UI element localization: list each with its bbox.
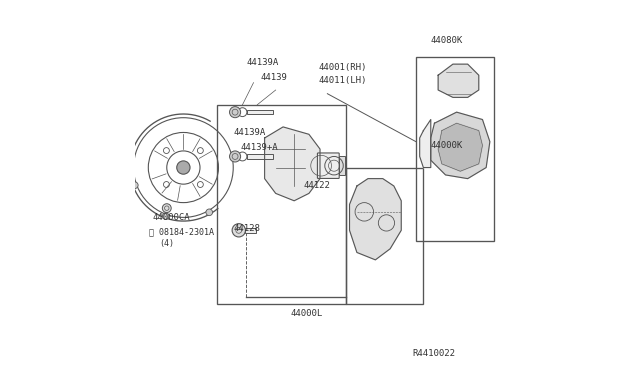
Circle shape bbox=[230, 151, 241, 162]
FancyBboxPatch shape bbox=[317, 153, 339, 179]
Text: Ⓑ 08184-2301A: Ⓑ 08184-2301A bbox=[149, 228, 214, 237]
Bar bbox=[346, 167, 424, 304]
Polygon shape bbox=[438, 123, 483, 171]
Text: 44139+A: 44139+A bbox=[241, 143, 278, 152]
Circle shape bbox=[232, 224, 245, 237]
Circle shape bbox=[163, 204, 172, 212]
Bar bbox=[247, 154, 273, 159]
Circle shape bbox=[230, 107, 241, 118]
Text: 44139A: 44139A bbox=[246, 58, 278, 67]
Circle shape bbox=[206, 209, 212, 216]
Text: 44139A: 44139A bbox=[233, 128, 266, 137]
Text: R4410022: R4410022 bbox=[412, 350, 455, 359]
Text: 44001(RH): 44001(RH) bbox=[318, 63, 367, 72]
Text: 44000CA: 44000CA bbox=[152, 213, 189, 222]
Text: (4): (4) bbox=[159, 239, 174, 248]
Polygon shape bbox=[349, 179, 401, 260]
Circle shape bbox=[177, 161, 190, 174]
Bar bbox=[416, 57, 493, 241]
Text: 44128: 44128 bbox=[233, 224, 260, 233]
Text: 44080K: 44080K bbox=[431, 36, 463, 45]
Bar bbox=[216, 105, 346, 304]
Bar bbox=[339, 157, 345, 175]
Bar bbox=[245, 228, 257, 233]
Text: 44122: 44122 bbox=[303, 182, 330, 190]
Polygon shape bbox=[264, 127, 320, 201]
Polygon shape bbox=[438, 64, 479, 97]
Bar bbox=[247, 110, 273, 114]
Circle shape bbox=[131, 182, 138, 189]
Text: 44000L: 44000L bbox=[291, 309, 323, 318]
Polygon shape bbox=[420, 119, 431, 167]
Text: 44011(LH): 44011(LH) bbox=[318, 76, 367, 85]
Text: 44139: 44139 bbox=[261, 73, 288, 81]
Circle shape bbox=[163, 213, 169, 219]
Text: 44000K: 44000K bbox=[431, 141, 463, 150]
Polygon shape bbox=[431, 112, 490, 179]
